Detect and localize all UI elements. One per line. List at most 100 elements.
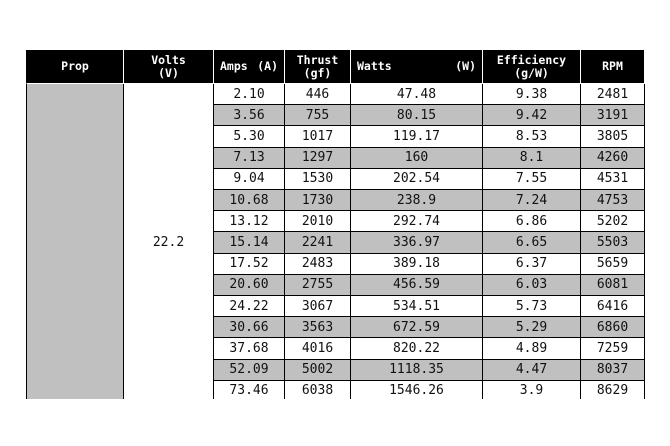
data-cell: 160	[351, 147, 483, 169]
cell-value: 4753	[596, 192, 629, 208]
cell-value: 5.30	[233, 128, 265, 144]
cell-value: 1530	[301, 171, 334, 187]
cell-value: 389.18	[393, 256, 440, 272]
data-cell: 7.55	[483, 168, 581, 190]
data-cell: 13.12	[214, 211, 285, 233]
data-cell: 73.46	[214, 380, 285, 399]
data-cell: 15.14	[214, 232, 285, 254]
header-cell: Watts (W)	[351, 50, 483, 84]
cell-value: 6.86	[515, 213, 548, 229]
data-cell: 6.37	[483, 253, 581, 275]
data-cell: 6.03	[483, 274, 581, 296]
header-cell: Volts (V)	[124, 50, 214, 84]
cell-value: 3.56	[233, 107, 265, 123]
cell-value: 2.10	[233, 86, 265, 102]
cell-value: 5.29	[515, 319, 548, 335]
data-cell: 446	[285, 84, 351, 106]
data-cell: 2.10	[214, 84, 285, 106]
data-cell: 1546.26	[351, 380, 483, 399]
data-cell: 1730	[285, 190, 351, 212]
cell-value: 10.68	[229, 192, 269, 208]
cell-value: 8629	[596, 383, 629, 399]
cell-value: 37.68	[229, 340, 269, 356]
data-cell: 119.17	[351, 126, 483, 148]
header-unit: (V)	[158, 65, 179, 80]
header-label: Volts	[151, 52, 186, 67]
data-cell: 4.47	[483, 359, 581, 381]
cell-value: 1118.35	[389, 362, 444, 378]
cell-value: 1546.26	[389, 383, 444, 399]
cell-value: 456.59	[393, 277, 440, 293]
data-cell: 9.38	[483, 84, 581, 106]
cell-value: 534.51	[393, 298, 440, 314]
data-cell: 336.97	[351, 232, 483, 254]
cell-value: 15.14	[229, 234, 269, 250]
cell-value: 6.65	[515, 234, 548, 250]
header-cell: Prop	[26, 50, 124, 84]
cell-value: 80.15	[396, 107, 437, 123]
data-cell: 6416	[581, 296, 645, 318]
cell-value: 7259	[596, 340, 629, 356]
cell-value: 7.24	[515, 192, 548, 208]
data-cell: 1297	[285, 147, 351, 169]
data-cell: 2755	[285, 274, 351, 296]
data-cell: 52.09	[214, 359, 285, 381]
data-cell: 5503	[581, 232, 645, 254]
cell-value: 3.9	[519, 383, 544, 399]
header-label: Thrust	[296, 52, 339, 67]
cell-value: 8.53	[515, 128, 548, 144]
cell-value: 17.52	[229, 256, 269, 272]
data-cell: 17.52	[214, 253, 285, 275]
cell-value: 3067	[301, 298, 334, 314]
cell-value: 4016	[301, 340, 334, 356]
data-cell: 534.51	[351, 296, 483, 318]
data-cell: 3.9	[483, 380, 581, 399]
cell-value: 4531	[596, 171, 629, 187]
cell-value: 5.73	[515, 298, 548, 314]
data-cell: 3191	[581, 105, 645, 127]
header-label: Efficiency	[496, 52, 567, 67]
cell-value: 47.48	[396, 86, 437, 102]
data-cell: 4016	[285, 338, 351, 360]
data-cell: 456.59	[351, 274, 483, 296]
cell-value: 6081	[596, 277, 629, 293]
header-unit: (g/W)	[514, 65, 549, 80]
data-cell: 1118.35	[351, 359, 483, 381]
cell-value: 336.97	[393, 234, 440, 250]
cell-value: 6416	[596, 298, 629, 314]
cell-value: 160	[404, 150, 429, 166]
data-cell: 9.04	[214, 168, 285, 190]
header-unit: (A)	[257, 59, 278, 73]
data-cell: 672.59	[351, 317, 483, 339]
data-cell: 8.1	[483, 147, 581, 169]
data-cell: 3563	[285, 317, 351, 339]
cell-value: 2755	[301, 277, 334, 293]
data-cell: 24.22	[214, 296, 285, 318]
data-cell: 4260	[581, 147, 645, 169]
data-cell: 8629	[581, 380, 645, 399]
data-cell: 202.54	[351, 168, 483, 190]
data-cell: 5.30	[214, 126, 285, 148]
data-cell: 2241	[285, 232, 351, 254]
header-cell: Thrust (gf)	[285, 50, 351, 84]
data-cell: 8.53	[483, 126, 581, 148]
header-unit: (W)	[455, 59, 476, 73]
cell-value: 4260	[596, 150, 629, 166]
cell-value: 8037	[596, 362, 629, 378]
cell-value: 6.03	[515, 277, 548, 293]
cell-value: 2241	[301, 234, 334, 250]
cell-value: 9.04	[233, 171, 265, 187]
data-cell: 755	[285, 105, 351, 127]
data-cell: 47.48	[351, 84, 483, 106]
cell-value: 202.54	[393, 171, 440, 187]
data-cell: 5202	[581, 211, 645, 233]
cell-value: 30.66	[229, 319, 269, 335]
cell-value: 4.47	[515, 362, 548, 378]
cell-value: 20.60	[229, 277, 269, 293]
cell-value: 2010	[301, 213, 334, 229]
data-cell: 5.73	[483, 296, 581, 318]
data-cell: 8037	[581, 359, 645, 381]
cell-value: 446	[305, 86, 330, 102]
cell-value: 52.09	[229, 362, 269, 378]
